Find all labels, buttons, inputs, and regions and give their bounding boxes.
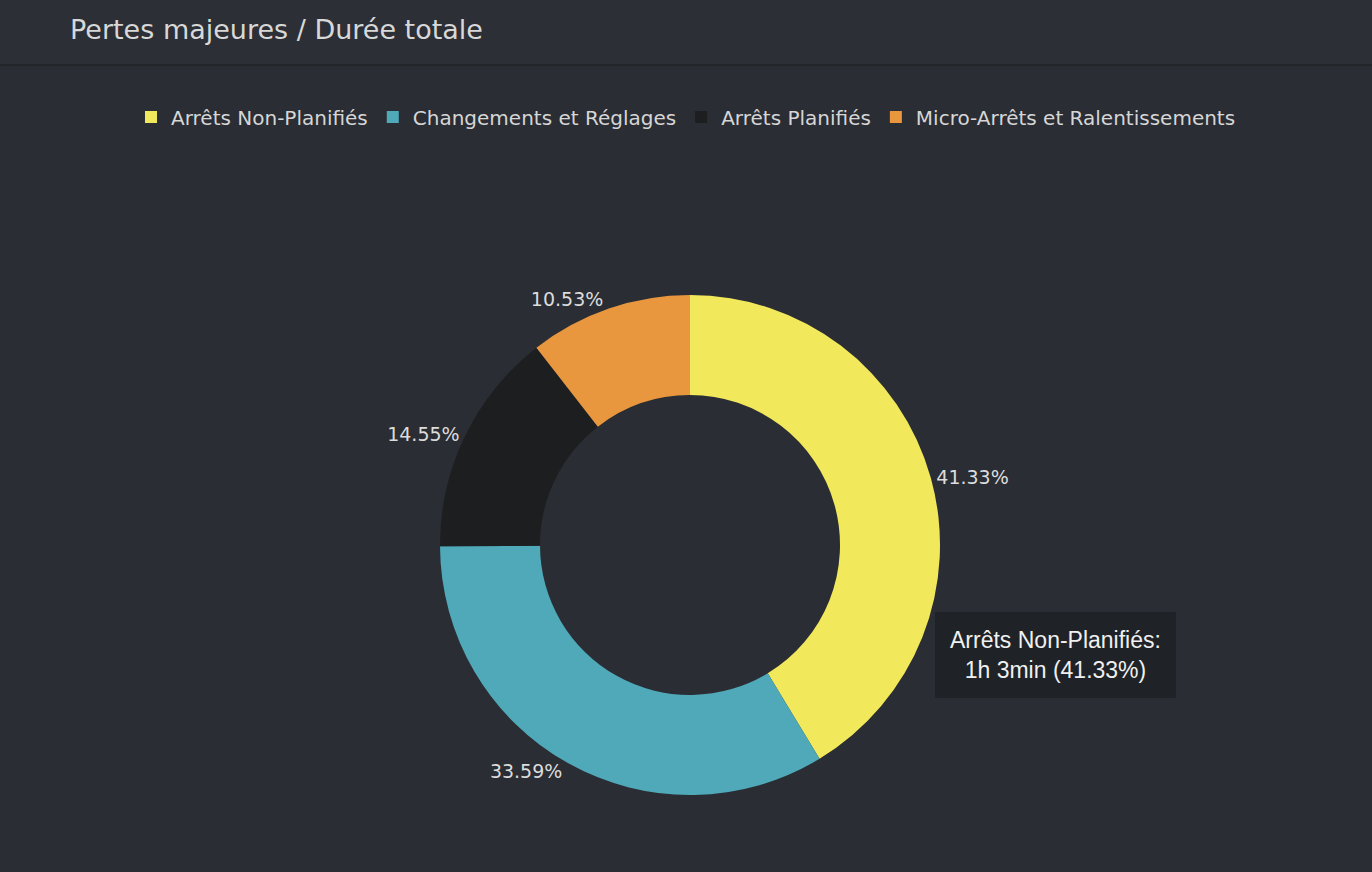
svg-text:Arrêts Non-Planifiés:1h 3min (: Arrêts Non-Planifiés:1h 3min (41.33%)	[950, 627, 1161, 683]
svg-text:Arrêts Planifiés: Arrêts Planifiés	[721, 106, 871, 130]
svg-text:Pertes majeures / Durée totale: Pertes majeures / Durée totale	[70, 14, 483, 45]
svg-text:Micro-Arrêts et Ralentissement: Micro-Arrêts et Ralentissements	[916, 106, 1235, 130]
svg-text:10.53%: 10.53%	[531, 288, 603, 310]
svg-text:Arrêts Non-Planifiés: Arrêts Non-Planifiés	[171, 106, 368, 130]
svg-text:41.33%: 41.33%	[936, 466, 1008, 488]
svg-text:14.55%: 14.55%	[387, 423, 459, 445]
svg-text:33.59%: 33.59%	[490, 760, 562, 782]
svg-text:Changements et Réglages: Changements et Réglages	[413, 106, 676, 130]
